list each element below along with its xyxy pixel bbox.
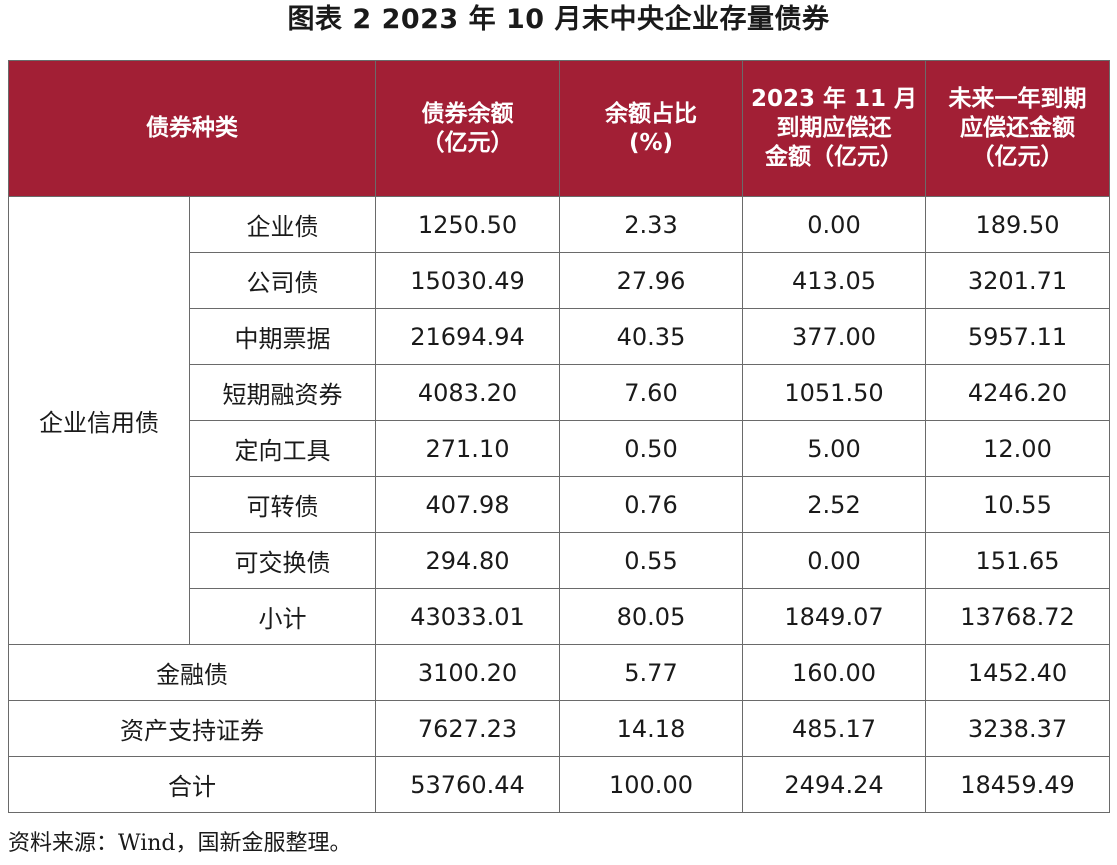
header-nov-due-line-2: 到期应偿还: [776, 115, 892, 141]
figure-title: 图表 2 2023 年 10 月末中央企业存量债券: [287, 4, 830, 35]
credit-group-label: 企业信用债: [8, 196, 190, 645]
cell-nov-due: 5.00: [742, 420, 926, 477]
cell-balance: 294.80: [375, 532, 560, 589]
cell-share: 80.05: [559, 588, 743, 645]
cell-balance: 1250.50: [375, 196, 560, 253]
table-row: 企业信用债 企业债 1250.50 2.33 0.00 189.50: [8, 196, 1110, 645]
cell-year-due: 10.55: [925, 476, 1110, 533]
header-nov-due-line-1: 2023 年 11 月: [750, 86, 918, 112]
table-row: 金融债 3100.20 5.77 160.00 1452.40: [8, 644, 1110, 701]
total-row: 合计 53760.44 100.00 2494.24 18459.49: [8, 756, 1110, 813]
cell-share: 14.18: [559, 700, 743, 757]
cell-year-due: 13768.72: [925, 588, 1110, 645]
header-balance: 债券余额 （亿元）: [375, 60, 560, 197]
row-name: 短期融资券: [189, 364, 376, 421]
row-name: 小计: [189, 588, 376, 645]
cell-nov-due: 1051.50: [742, 364, 926, 421]
table-row: 定向工具 271.10 0.50 5.00 12.00: [9, 420, 1110, 477]
table-row: 中期票据 21694.94 40.35 377.00 5957.11: [9, 308, 1110, 365]
header-balance-line-2: （亿元）: [421, 129, 514, 156]
header-year-due-line-1: 未来一年到期: [948, 86, 1087, 112]
cell-share: 27.96: [559, 252, 743, 309]
source-note: 资料来源：Wind，国新金服整理。: [8, 831, 352, 856]
cell-balance: 43033.01: [375, 588, 560, 645]
cell-nov-due: 377.00: [742, 308, 926, 365]
header-year-due-line-2: 应偿还金额: [960, 115, 1075, 141]
row-name: 合计: [8, 756, 376, 813]
row-name: 可转债: [189, 476, 376, 533]
row-name: 资产支持证券: [8, 700, 376, 757]
cell-share: 0.50: [559, 420, 743, 477]
cell-year-due: 3238.37: [925, 700, 1110, 757]
table-row: 短期融资券 4083.20 7.60 1051.50 4246.20: [9, 364, 1110, 421]
table-row: 资产支持证券 7627.23 14.18 485.17 3238.37: [8, 700, 1110, 757]
cell-year-due: 151.65: [925, 532, 1110, 589]
cell-balance: 15030.49: [375, 252, 560, 309]
header-year-due: 未来一年到期 应偿还金额 （亿元）: [925, 60, 1110, 197]
header-balance-line-1: 债券余额: [421, 100, 514, 127]
subtotal-row: 小计 43033.01 80.05 1849.07 13768.72: [9, 588, 1110, 645]
cell-balance: 407.98: [375, 476, 560, 533]
cell-year-due: 189.50: [925, 196, 1110, 253]
row-name: 可交换债: [189, 532, 376, 589]
cell-nov-due: 1849.07: [742, 588, 926, 645]
row-name: 定向工具: [189, 420, 376, 477]
header-nov-due-line-3: 金额（亿元）: [765, 144, 903, 170]
cell-year-due: 5957.11: [925, 308, 1110, 365]
row-name: 金融债: [8, 644, 376, 701]
cell-share: 7.60: [559, 364, 743, 421]
cell-share: 0.55: [559, 532, 743, 589]
cell-balance: 7627.23: [375, 700, 560, 757]
cell-year-due: 1452.40: [925, 644, 1110, 701]
row-name: 企业债: [189, 196, 376, 253]
cell-year-due: 18459.49: [925, 756, 1110, 813]
cell-nov-due: 413.05: [742, 252, 926, 309]
header-share-line-2: (%): [628, 129, 674, 156]
cell-balance: 3100.20: [375, 644, 560, 701]
cell-share: 40.35: [559, 308, 743, 365]
header-share-line-1: 余额占比: [605, 100, 697, 127]
cell-nov-due: 2494.24: [742, 756, 926, 813]
cell-balance: 4083.20: [375, 364, 560, 421]
cell-balance: 53760.44: [375, 756, 560, 813]
header-bond-type: 债券种类: [8, 60, 376, 197]
cell-year-due: 4246.20: [925, 364, 1110, 421]
table-row: 可交换债 294.80 0.55 0.00 151.65: [9, 532, 1110, 589]
cell-share: 0.76: [559, 476, 743, 533]
cell-share: 2.33: [559, 196, 743, 253]
cell-year-due: 3201.71: [925, 252, 1110, 309]
row-name: 中期票据: [189, 308, 376, 365]
header-year-due-line-3: （亿元）: [971, 144, 1064, 170]
cell-nov-due: 0.00: [742, 196, 926, 253]
cell-nov-due: 485.17: [742, 700, 926, 757]
cell-year-due: 12.00: [925, 420, 1110, 477]
header-nov-due: 2023 年 11 月 到期应偿还 金额（亿元）: [742, 60, 926, 197]
cell-share: 100.00: [559, 756, 743, 813]
cell-balance: 271.10: [375, 420, 560, 477]
cell-balance: 21694.94: [375, 308, 560, 365]
header-row: 债券种类 债券余额 （亿元） 余额占比 (%) 2023 年 11 月 到期应偿…: [8, 60, 1110, 197]
header-share: 余额占比 (%): [559, 60, 743, 197]
row-name: 公司债: [189, 252, 376, 309]
cell-share: 5.77: [559, 644, 743, 701]
bond-table: 债券种类 债券余额 （亿元） 余额占比 (%) 2023 年 11 月 到期应偿…: [8, 60, 1110, 813]
cell-nov-due: 160.00: [742, 644, 926, 701]
table-row: 可转债 407.98 0.76 2.52 10.55: [9, 476, 1110, 533]
cell-nov-due: 0.00: [742, 532, 926, 589]
cell-nov-due: 2.52: [742, 476, 926, 533]
